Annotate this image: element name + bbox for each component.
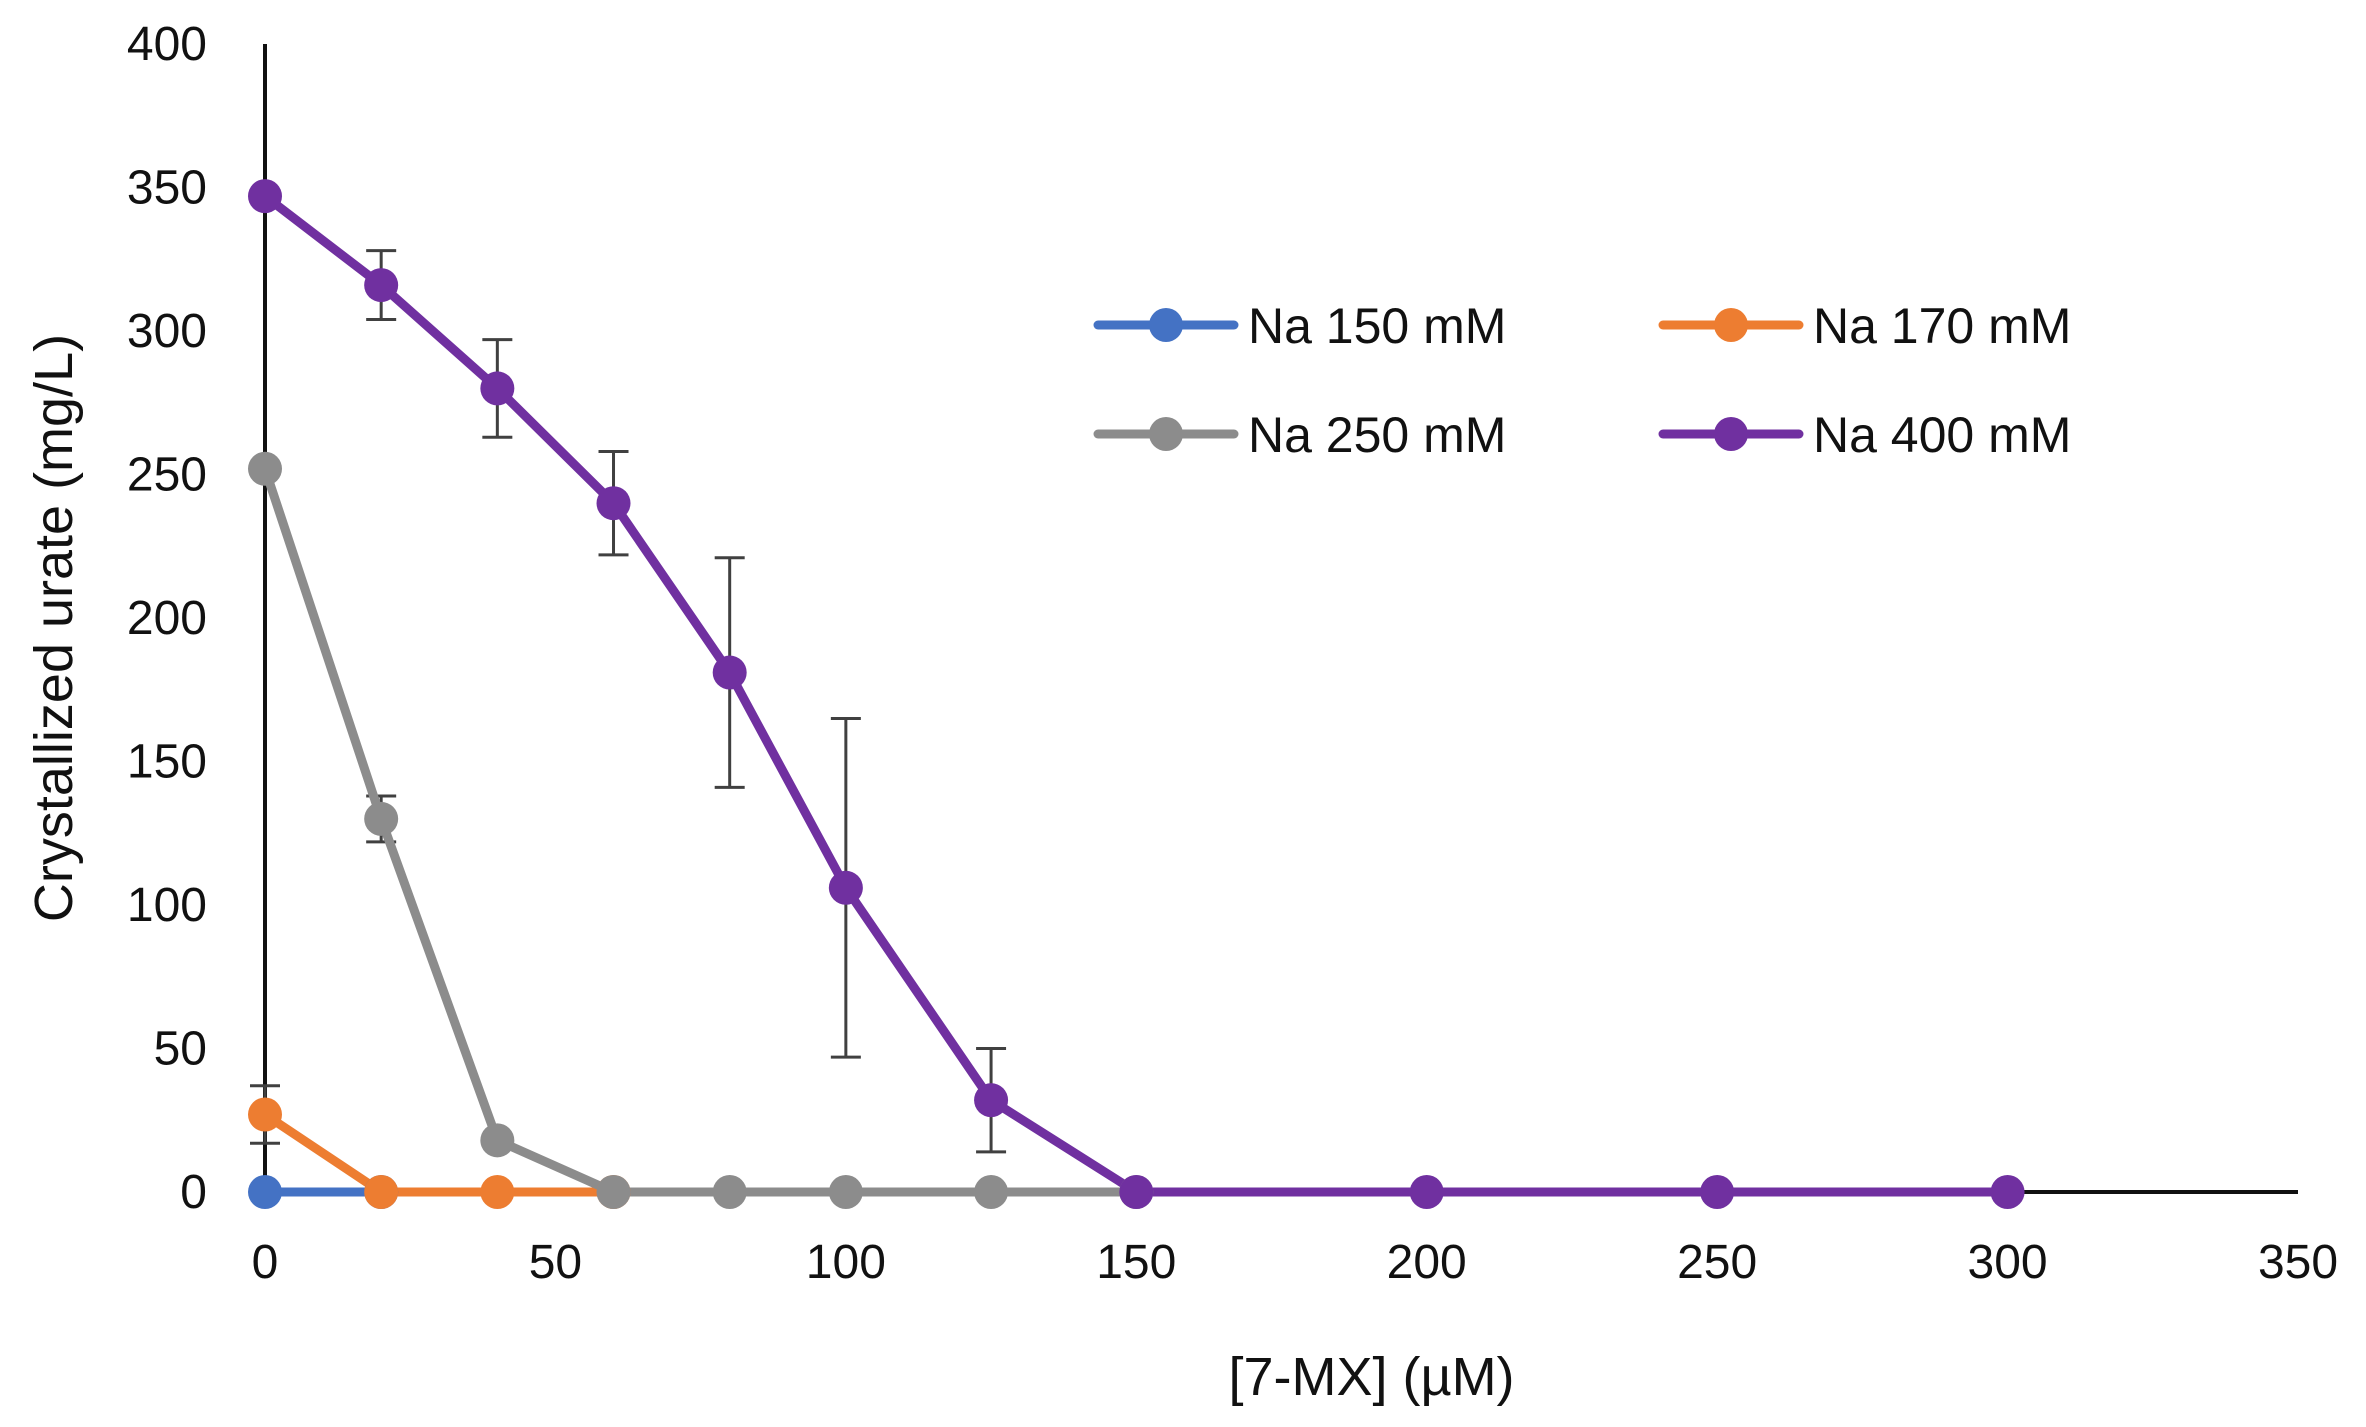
x-tick-label: 350	[2258, 1236, 2338, 1289]
error-bars	[250, 249, 1007, 1154]
series-lines	[260, 191, 2013, 1197]
data-point-na-250-mm	[828, 1175, 863, 1209]
data-point-na-400-mm	[828, 870, 863, 905]
legend-item-na-400-mm: Na 400 mM	[1658, 407, 2071, 463]
legend-item-na-170-mm: Na 170 mM	[1658, 298, 2071, 354]
data-point-na-250-mm	[712, 1175, 747, 1209]
data-point-na-400-mm	[1700, 1175, 1735, 1209]
x-tick-label: 50	[529, 1236, 582, 1289]
y-tick-label: 400	[127, 18, 207, 71]
x-tick-label: 150	[1096, 1236, 1176, 1289]
legend-label: Na 250 mM	[1248, 407, 1506, 463]
series-line-na-170-mm	[260, 1110, 619, 1197]
data-point-na-250-mm	[480, 1123, 515, 1158]
data-point-na-250-mm	[974, 1175, 1009, 1209]
data-point-na-400-mm	[1119, 1175, 1154, 1209]
legend-label: Na 400 mM	[1813, 407, 2071, 463]
y-tick-label: 350	[127, 162, 207, 215]
legend-swatch-marker	[1149, 308, 1183, 342]
data-point-na-250-mm	[248, 451, 282, 486]
y-tick-label: 300	[127, 305, 207, 358]
legend-item-na-150-mm: Na 150 mM	[1093, 298, 1506, 354]
x-tick-label: 0	[252, 1236, 279, 1289]
y-tick-label: 150	[127, 736, 207, 789]
legend: Na 150 mM Na 170 mM Na 250 mM Na 400 mM	[1093, 298, 2071, 463]
data-point-na-400-mm	[1990, 1175, 2025, 1209]
data-point-na-170-mm	[248, 1097, 282, 1132]
data-point-na-400-mm	[596, 486, 631, 521]
y-tick-label: 100	[127, 879, 207, 932]
y-tick-label: 0	[180, 1166, 207, 1219]
x-tick-label: 100	[806, 1236, 886, 1289]
legend-swatch-marker	[1149, 417, 1183, 451]
data-point-na-170-mm	[364, 1175, 399, 1209]
data-point-na-400-mm	[248, 179, 282, 214]
axes: 0 50 100 150 200 250 300 350 400 0 50 100 150 200 250 3…	[127, 18, 2338, 1289]
x-tick-label: 300	[1968, 1236, 2048, 1289]
series-line-na-250-mm	[260, 464, 1141, 1197]
y-tick-label: 250	[127, 449, 207, 502]
data-point-na-400-mm	[1409, 1175, 1444, 1209]
legend-label: Na 170 mM	[1813, 298, 2071, 354]
data-point-na-400-mm	[364, 268, 399, 303]
y-tick-label: 200	[127, 592, 207, 645]
legend-label: Na 150 mM	[1248, 298, 1506, 354]
data-point-na-250-mm	[364, 801, 399, 836]
series-line-na-400-mm	[260, 191, 2013, 1197]
series-points	[248, 179, 2025, 1209]
data-point-na-150-mm	[248, 1175, 282, 1209]
legend-item-na-250-mm: Na 250 mM	[1093, 407, 1506, 463]
y-tick-label: 50	[154, 1023, 207, 1076]
data-point-na-250-mm	[596, 1175, 631, 1209]
legend-swatch-marker	[1714, 308, 1748, 342]
x-tick-label: 200	[1387, 1236, 1467, 1289]
x-tick-label: 250	[1677, 1236, 1757, 1289]
data-point-na-400-mm	[480, 371, 515, 406]
x-axis-title: [7-MX] (µM)	[1228, 1347, 1514, 1407]
legend-swatch-marker	[1714, 417, 1748, 451]
data-point-na-170-mm	[480, 1175, 515, 1209]
y-axis-title: Crystallized urate (mg/L)	[24, 334, 84, 922]
data-point-na-400-mm	[974, 1083, 1009, 1118]
data-point-na-400-mm	[712, 655, 747, 690]
